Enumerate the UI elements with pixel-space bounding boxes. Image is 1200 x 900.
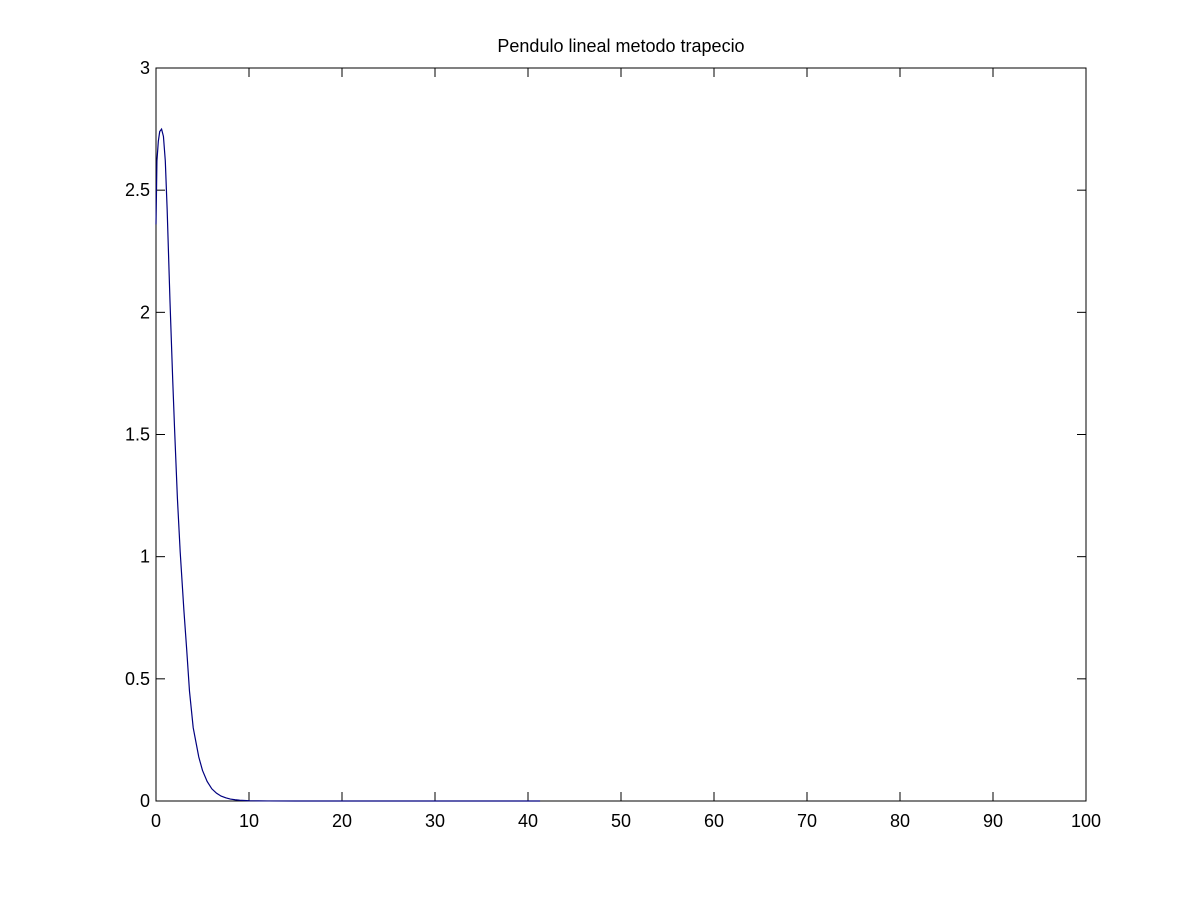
x-tick-label: 40 (518, 811, 538, 831)
y-tick-label: 1 (140, 547, 150, 567)
y-tick-label: 2.5 (125, 180, 150, 200)
chart-title: Pendulo lineal metodo trapecio (497, 36, 744, 56)
plot-area (155, 67, 1087, 802)
x-tick-label: 50 (611, 811, 631, 831)
x-tick-label: 30 (425, 811, 445, 831)
x-tick-label: 80 (890, 811, 910, 831)
x-tick-label: 0 (151, 811, 161, 831)
x-tick-label: 70 (797, 811, 817, 831)
series-layer (155, 127, 541, 802)
x-tick-labels: 0 10 20 30 40 50 60 70 80 90 100 (151, 811, 1101, 831)
x-tick-label: 20 (332, 811, 352, 831)
tick-marks (155, 67, 1087, 802)
series-line (155, 127, 541, 802)
y-tick-label: 2 (140, 302, 150, 322)
y-tick-label: 0 (140, 791, 150, 811)
x-tick-label: 90 (983, 811, 1003, 831)
y-tick-label: 3 (140, 58, 150, 78)
x-tick-label: 60 (704, 811, 724, 831)
y-tick-labels: 0 0.5 1 1.5 2 2.5 3 (125, 58, 150, 811)
x-tick-label: 10 (239, 811, 259, 831)
y-tick-label: 0.5 (125, 669, 150, 689)
y-tick-label: 1.5 (125, 425, 150, 445)
x-tick-label: 100 (1071, 811, 1101, 831)
